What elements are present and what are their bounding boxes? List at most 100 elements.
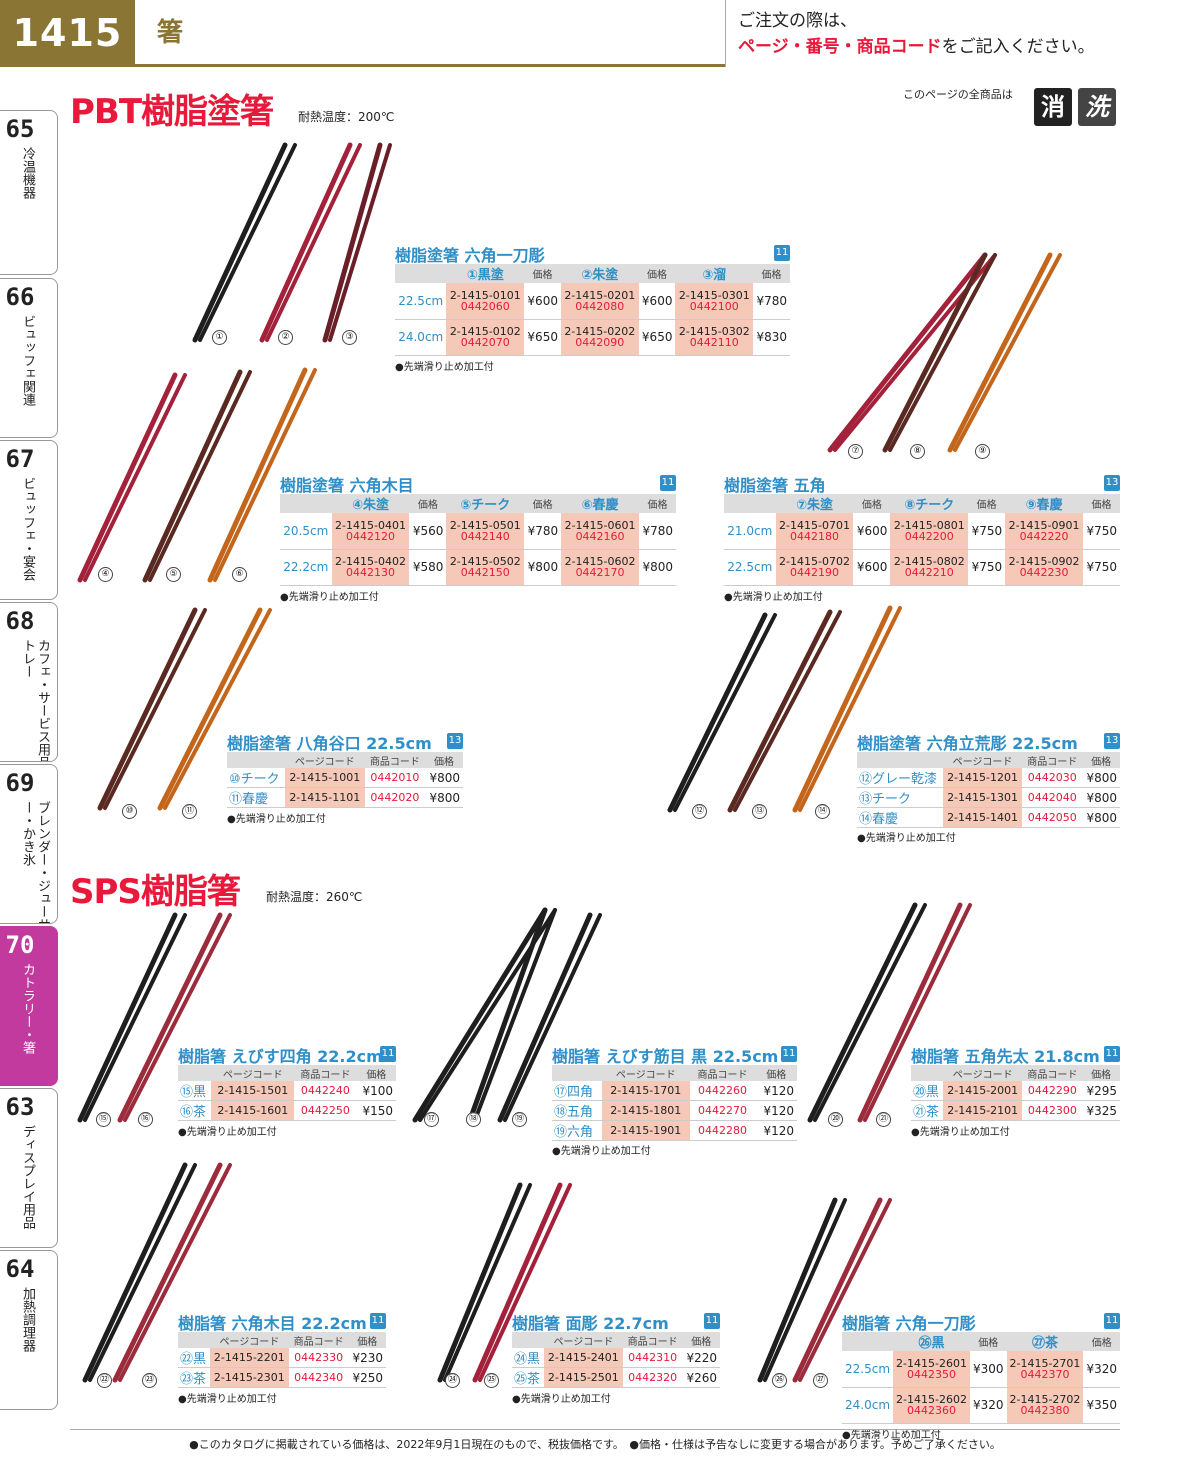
chopstick-pair [192, 142, 297, 343]
page-code: 2-1415-1901 [602, 1120, 690, 1141]
product-badge: 13 [1104, 733, 1120, 749]
item-code-header: 商品コード [1022, 1065, 1083, 1081]
item-code: 0442040 [1022, 787, 1083, 808]
sidebar-tab-number: 65 [5, 115, 35, 143]
variant-name: ⑯茶 [178, 1100, 212, 1121]
sidebar-tab-63[interactable]: 63 ディスプレイ用品 [0, 1088, 58, 1248]
page-code-header: ページコード [211, 1065, 295, 1081]
variant-name: ㉕茶 [512, 1367, 544, 1388]
pbt-heat-note: 耐熱温度：200℃ [298, 110, 395, 124]
page-code: 2-1415-1501 [211, 1081, 295, 1101]
price-cell: ¥750 [1082, 513, 1120, 550]
item-code: 0442110 [689, 336, 739, 349]
sidebar-tab-number: 70 [5, 931, 35, 959]
variant-name: ⑮黒 [178, 1081, 212, 1101]
product-table: ページコード 商品コード 価格 ㉔黒 2-1415-2401 0442310 ¥220 ㉕茶 2… [512, 1332, 720, 1388]
page-code: 2-1415-0402 [335, 555, 406, 568]
variant-name: ㉔黒 [512, 1348, 544, 1368]
price-cell: ¥325 [1082, 1100, 1120, 1121]
code-cell: 2-1415-2701 0442370 [1006, 1351, 1084, 1388]
chopstick-number: ⑤ [166, 567, 181, 582]
page-code: 2-1415-0102 [449, 325, 521, 338]
page-code: 2-1415-0502 [449, 555, 521, 568]
item-code: 0442140 [460, 529, 510, 543]
color-header: ⑤チーク [446, 494, 525, 513]
chopstick-number: ⑬ [752, 804, 767, 819]
chopstick-number: ⑳ [828, 1112, 843, 1127]
chopstick-number: ㉖ [772, 1373, 787, 1388]
all-items-label: このページの全商品は [903, 88, 1013, 101]
product-table: ページコード 商品コード 価格 ⑫グレー乾漆 2-1415-1201 0442030 ¥80… [857, 752, 1120, 828]
sidebar-tab-label: 冷温機器 [20, 147, 35, 199]
item-code: 0442340 [288, 1367, 349, 1388]
table-row: 24.0cm 2-1415-0102 0442070 ¥650 2-1415-0202 0… [395, 319, 790, 356]
chopstick-number: ⑮ [96, 1112, 111, 1127]
item-code-header: 商品コード [364, 752, 425, 768]
sidebar-tab-70[interactable]: 70 カトラリー・箸 [0, 926, 58, 1086]
price-cell: ¥650 [524, 319, 561, 356]
table-row: ⑯茶 2-1415-1601 0442250 ¥150 [178, 1100, 396, 1121]
sidebar-tab-66[interactable]: 66 ビュッフェ関連 [0, 278, 58, 438]
chopstick-number: ④ [98, 567, 113, 582]
sidebar-tab-69[interactable]: 69 ブレンダー・ジューサー・かき氷 [0, 764, 58, 924]
table-row: 24.0cm 2-1415-2602 0442360 ¥320 2-1415-2702 0… [842, 1387, 1120, 1424]
sidebar-tab-label: カフェ・サービス用品・トレー [20, 639, 50, 762]
item-code-header: 商品コード [288, 1332, 349, 1348]
product-table: ページコード 商品コード 価格 ⑰四角 2-1415-1701 0442260 ¥120 ⑱五… [552, 1065, 797, 1141]
table-row: ⑮黒 2-1415-1501 0442240 ¥100 [178, 1081, 396, 1101]
sidebar-tab-64[interactable]: 64 加熱調理器 [0, 1250, 58, 1410]
table-row: ㉓茶 2-1415-2301 0442340 ¥250 [178, 1367, 386, 1388]
size-cell: 22.5cm [842, 1351, 894, 1388]
color-header: ②朱塗 [560, 264, 639, 283]
code-cell: 2-1415-0301 0442100 [675, 283, 754, 320]
price-cell: ¥350 [1083, 1387, 1120, 1424]
code-cell: 2-1415-2601 0442350 [893, 1351, 970, 1388]
sidebar-tab-label: ディスプレイ用品 [20, 1125, 35, 1229]
item-code: 0442030 [1022, 768, 1083, 788]
product-badge: 11 [370, 1313, 386, 1329]
tip-note: ●先端滑り止め加工付 [552, 1146, 651, 1157]
page-code: 2-1415-0901 [1008, 518, 1080, 532]
item-code: 0442180 [790, 529, 839, 543]
code-cell: 2-1415-0502 0442150 [446, 549, 525, 586]
item-code: 0442290 [1022, 1081, 1083, 1101]
page-code: 2-1415-0802 [893, 555, 965, 568]
code-cell: 2-1415-0801 0442200 [890, 513, 969, 550]
table-row: ㉕茶 2-1415-2501 0442320 ¥260 [512, 1367, 720, 1388]
header-blank [178, 1065, 212, 1081]
color-header: ⑥春慶 [561, 494, 639, 513]
chopstick-number: ㉑ [876, 1112, 891, 1127]
item-code: 0442100 [689, 299, 739, 313]
header-blank [395, 264, 447, 283]
price-header: 価格 [409, 494, 447, 513]
sidebar-tab-68[interactable]: 68 カフェ・サービス用品・トレー [0, 602, 58, 762]
page-code-header: ページコード [942, 752, 1023, 768]
chopstick-pair [412, 907, 557, 1123]
page-code: 2-1415-1701 [602, 1081, 690, 1101]
size-cell: 24.0cm [842, 1387, 894, 1424]
sidebar-tab-number: 68 [5, 607, 35, 635]
product-badge: 11 [1104, 1046, 1120, 1062]
price-cell: ¥830 [753, 319, 790, 356]
page-code: 2-1415-1801 [602, 1100, 690, 1121]
chopstick-number: ① [212, 330, 227, 345]
code-cell: 2-1415-0701 0442180 [775, 513, 854, 550]
chopstick-pair [757, 1197, 847, 1383]
tip-note: ●先端滑り止め加工付 [911, 1127, 1010, 1138]
chopstick-pair [827, 252, 997, 453]
price-header: 価格 [853, 494, 891, 513]
item-code: 0442160 [575, 529, 625, 543]
chopstick-number: ⑪ [182, 804, 197, 819]
price-header: 価格 [968, 494, 1006, 513]
price-cell: ¥780 [753, 283, 790, 320]
chopstick-number: ⑰ [424, 1112, 439, 1127]
page-code: 2-1415-0201 [564, 288, 636, 302]
code-cell: 2-1415-0302 0442110 [675, 319, 754, 356]
page-code: 2-1415-0602 [564, 555, 636, 568]
sidebar-tab-number: 69 [5, 769, 35, 797]
price-cell: ¥600 [853, 549, 891, 586]
page-code-header: ページコード [284, 752, 365, 768]
sidebar-tab-65[interactable]: 65 冷温機器 [0, 110, 58, 275]
pbt-section-title: PBT樹脂塗箸 [70, 92, 274, 132]
sidebar-tab-67[interactable]: 67 ビュッフェ・宴会 [0, 440, 58, 600]
